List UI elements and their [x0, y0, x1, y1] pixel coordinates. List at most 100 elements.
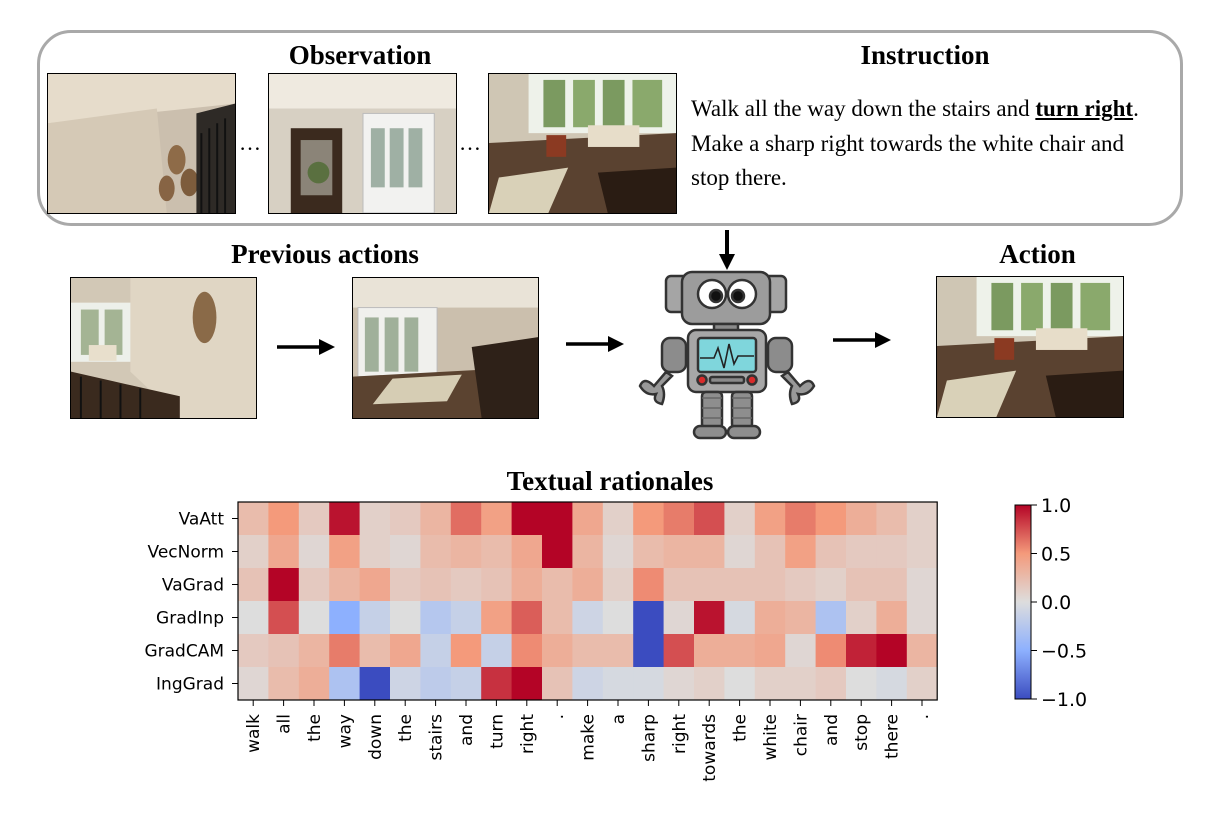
heatmap-cell: [694, 601, 725, 635]
heatmap-cell: [815, 568, 847, 602]
column-label: make: [579, 714, 599, 761]
heatmap-cell: [815, 667, 847, 701]
column-label: the: [305, 714, 325, 742]
column-label: way: [335, 714, 355, 748]
heatmap-cell: [359, 535, 391, 569]
heatmap-cell: [481, 667, 512, 701]
action-photo: [936, 276, 1124, 418]
column-label: white: [761, 714, 781, 761]
heatmap-cell: [663, 667, 695, 701]
heatmap-cell: [238, 535, 269, 569]
instruction-title: Instruction: [860, 40, 990, 70]
column-label: stairs: [427, 714, 447, 761]
heatmap-cell: [572, 601, 604, 635]
arrow-right-icon: [277, 339, 335, 355]
heatmap-cell: [542, 535, 573, 569]
heatmap-cell: [359, 601, 391, 635]
heatmap-cell: [329, 634, 360, 668]
heatmap-cell: [785, 535, 816, 569]
heatmap-cell: [481, 502, 512, 536]
heatmap-cell: [633, 601, 664, 635]
heatmap-cell: [602, 535, 634, 569]
heatmap-cell: [876, 535, 908, 569]
previous-action-photo-1: [70, 277, 257, 419]
heatmap-cell: [390, 601, 421, 635]
observation-photo-3: [488, 73, 677, 214]
column-label: .: [913, 714, 933, 719]
heatmap-cell: [602, 667, 634, 701]
heatmap-cell: [511, 568, 543, 602]
heatmap-cell: [450, 535, 482, 569]
heatmap-cell: [906, 667, 938, 701]
arrow-right-icon: [566, 336, 624, 352]
heatmap-cell: [815, 535, 847, 569]
column-label: towards: [700, 714, 720, 782]
observation-photo-2: [268, 73, 457, 214]
rationale-heatmap: VaAtt VecNorm VaGrad GradInp GradCAM IngGrad w…: [144, 495, 1087, 782]
heatmap-cell: [420, 634, 452, 668]
heatmap-cell: [906, 535, 938, 569]
heatmap-cell: [785, 601, 816, 635]
heatmap-cell: [846, 601, 877, 635]
heatmap-cell: [663, 502, 695, 536]
heatmap-cell: [633, 502, 664, 536]
heatmap-cell: [238, 601, 269, 635]
observation-ellipsis-1: …: [239, 130, 261, 155]
column-label: chair: [791, 714, 811, 756]
heatmap-cell: [298, 568, 330, 602]
down-arrow-icon: [719, 230, 735, 270]
heatmap-cell: [390, 667, 421, 701]
heatmap-cell: [754, 601, 786, 635]
heatmap-cell: [268, 502, 300, 536]
heatmap-cell: [268, 568, 300, 602]
heatmap-cell: [420, 601, 452, 635]
row-label: VaGrad: [162, 576, 224, 596]
row-label: VecNorm: [148, 543, 224, 563]
heatmap-cell: [724, 601, 756, 635]
heatmap-cell: [724, 634, 756, 668]
heatmap-cell: [238, 502, 269, 536]
heatmap-cell: [511, 601, 543, 635]
heatmap-cell: [420, 568, 452, 602]
heatmap-cell: [754, 502, 786, 536]
heatmap-cell: [846, 502, 877, 536]
heatmap-cell: [542, 601, 573, 635]
heatmap-cell: [450, 634, 482, 668]
heatmap-cell: [694, 634, 725, 668]
action-title: Action: [999, 239, 1076, 269]
heatmap-cell: [329, 568, 360, 602]
heatmap-cell: [876, 634, 908, 668]
heatmap-cell: [298, 667, 330, 701]
column-label: there: [883, 714, 903, 759]
column-label: .: [548, 714, 568, 719]
heatmap-cell: [298, 601, 330, 635]
heatmap-cell: [268, 667, 300, 701]
previous-actions-title: Previous actions: [231, 239, 419, 269]
heatmap-cell: [754, 535, 786, 569]
colorbar-tick-label: −0.5: [1041, 641, 1087, 663]
heatmap-cell: [724, 667, 756, 701]
heatmap-cell: [602, 601, 634, 635]
heatmap-cell: [359, 667, 391, 701]
heatmap-cell: [390, 502, 421, 536]
heatmap-cell: [785, 502, 816, 536]
heatmap-cell: [390, 568, 421, 602]
heatmap-cell: [663, 601, 695, 635]
heatmap-cell: [238, 667, 269, 701]
heatmap-cell: [390, 634, 421, 668]
instruction-text-a: Walk all the way down the stairs and: [691, 96, 1036, 121]
heatmap-cell: [906, 502, 938, 536]
heatmap-cell: [238, 634, 269, 668]
column-label: the: [396, 714, 416, 742]
heatmap-cell: [572, 502, 604, 536]
heatmap-cell: [754, 568, 786, 602]
row-label: IngGrad: [156, 675, 224, 695]
heatmap-cell: [268, 601, 300, 635]
heatmap-cell: [846, 535, 877, 569]
colorbar-tick-label: 0.0: [1041, 592, 1071, 614]
heatmap-cell: [481, 568, 512, 602]
heatmap-cell: [754, 667, 786, 701]
arrow-right-icon: [833, 332, 891, 348]
heatmap-cell: [572, 568, 604, 602]
heatmap-cell: [602, 634, 634, 668]
